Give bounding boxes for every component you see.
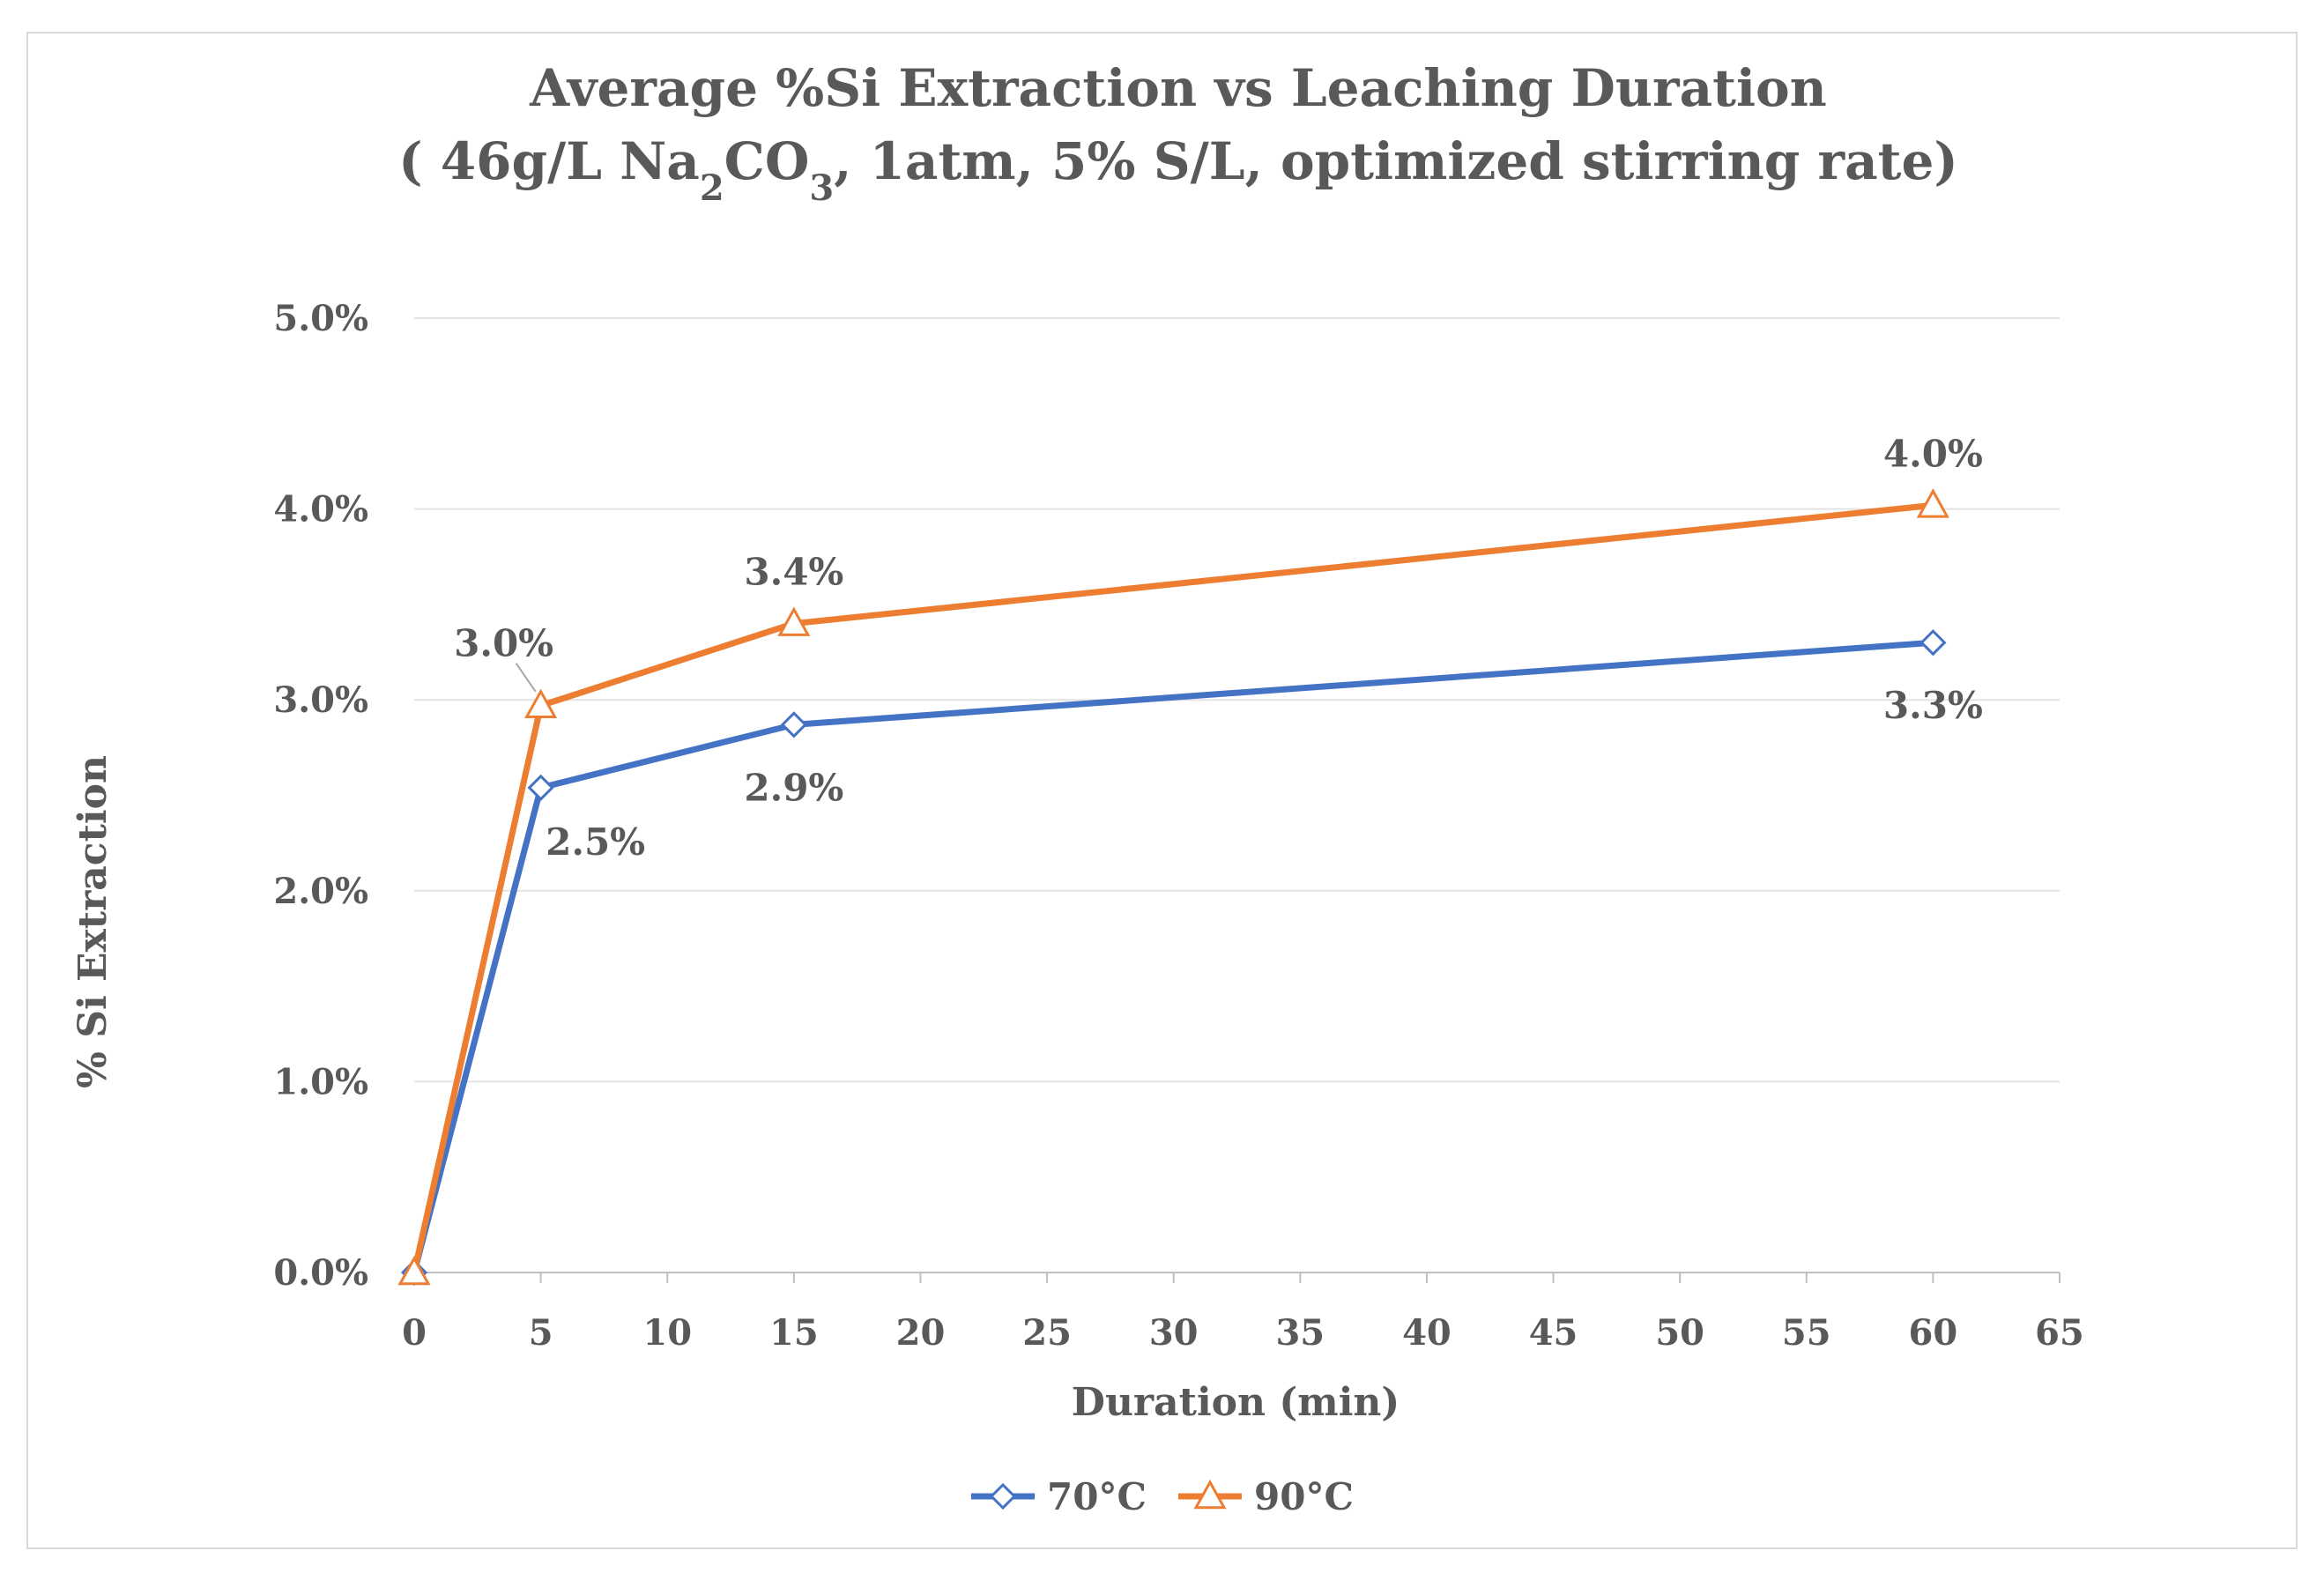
data-label: 4.0% [1883,432,1983,475]
legend-marker [1193,1479,1227,1510]
x-tick-label: 50 [1655,1312,1704,1354]
y-tick-label: 2.0% [273,871,368,912]
y-tick-label: 0.0% [273,1252,368,1294]
y-axis-ticks: 0.0% 1.0% 2.0% 3.0% 4.0% 5.0% [273,298,368,1294]
series [397,488,1949,1287]
data-point-marker [524,688,558,718]
x-tick-label: 35 [1275,1312,1325,1354]
line-chart: Average %Si Extraction vs Leaching Durat… [71,58,2084,1518]
x-tick-label: 30 [1149,1312,1199,1354]
data-point-marker [1919,629,1947,657]
gridlines [414,317,2060,1273]
label-leader-line [515,663,537,693]
series-line-90c [411,501,1934,1273]
x-tick-label: 55 [1782,1312,1831,1354]
x-axis-label: Duration (min) [1072,1380,1400,1425]
data-label: 2.5% [546,820,645,864]
y-axis-label: % Si Extraction [71,755,115,1088]
x-axis-ticks: 0 5 10 15 20 25 30 35 40 45 50 55 60 65 [402,1272,2084,1354]
legend-marker [989,1482,1017,1510]
data-point-marker [780,711,807,738]
data-label: 3.0% [454,622,553,665]
x-tick-label: 25 [1022,1312,1072,1354]
x-tick-label: 65 [2035,1312,2084,1354]
x-tick-label: 15 [769,1312,819,1354]
y-tick-label: 5.0% [273,298,368,339]
legend-label: 90°C [1254,1475,1354,1518]
x-tick-label: 60 [1909,1312,1958,1354]
series-line-70c [411,639,1934,1273]
data-point-marker [777,606,811,636]
data-label: 3.3% [1883,684,1983,727]
data-point-marker [397,1255,431,1286]
x-tick-label: 45 [1529,1312,1578,1354]
y-tick-label: 4.0% [273,489,368,531]
data-label: 2.9% [744,766,843,809]
x-tick-label: 10 [642,1312,692,1354]
chart-title-line1: Average %Si Extraction vs Leaching Durat… [529,58,1827,118]
y-tick-label: 3.0% [273,679,368,721]
x-tick-label: 40 [1402,1312,1452,1354]
data-label: 3.4% [744,551,843,594]
x-tick-label: 0 [402,1312,427,1354]
x-tick-label: 5 [529,1312,553,1354]
y-tick-label: 1.0% [273,1061,368,1102]
data-labels: 2.5% 2.9% 3.3% 3.0% 3.4% 4.0% [454,432,1983,864]
data-point-marker [1916,488,1949,518]
chart-frame: Average %Si Extraction vs Leaching Durat… [26,32,2298,1549]
legend: 70°C 90°C [971,1475,1354,1518]
legend-label: 70°C [1047,1475,1147,1518]
chart-title-line2: ( 46g/L Na2CO3, 1atm, 5% S/L, optimized … [398,131,1958,209]
x-tick-label: 20 [896,1312,946,1354]
data-point-marker [527,774,554,801]
